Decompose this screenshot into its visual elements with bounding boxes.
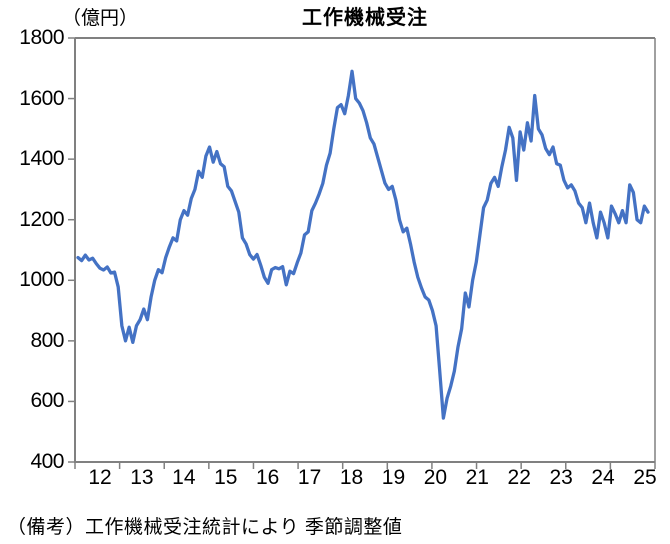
orders-line — [76, 69, 650, 420]
chart-title: 工作機械受注 — [302, 7, 428, 29]
y-axis-unit-label: （億円） — [62, 8, 139, 29]
source-note: （備考）工作機械受注統計により 季節調整値 — [7, 517, 403, 538]
